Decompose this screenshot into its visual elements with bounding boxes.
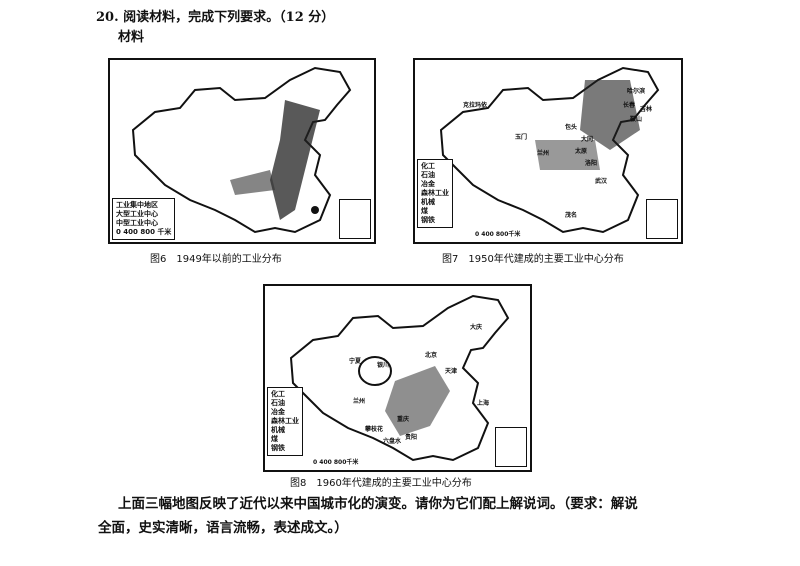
china-map-outline [132,67,351,233]
legend-item: 化工 [421,162,435,170]
legend-item: 冶金 [421,180,435,188]
south-china-sea-inset [339,199,371,239]
map-scale: 0 400 800千米 [475,231,521,238]
map-scale: 0 400 800千米 [313,459,359,466]
city-label: 克拉玛依 [463,102,488,109]
city-label: 宁夏 [349,358,362,365]
legend-item: 中型工业中心 [116,219,158,227]
city-label: 包头 [565,124,578,131]
city-label: 哈尔滨 [627,88,646,95]
city-label: 兰州 [353,398,366,405]
legend-item: 煤 [271,435,278,443]
city-label: 洛阳 [585,160,598,167]
legend-item: 机械 [271,426,285,434]
map-1949-industry: 工业集中地区 大型工业中心 中型工业中心 0 400 800 千米 [108,58,376,244]
map-legend: 工业集中地区 大型工业中心 中型工业中心 0 400 800 千米 [112,198,176,240]
city-label: 鞍山 [630,116,643,123]
city-label: 大庆 [470,324,483,331]
prompt-line: 上面三幅地图反映了近代以来中国城市化的演变。请你为它们配上解说词。（要求：解说 [118,496,638,512]
map-legend: 化工 石油 冶金 森林工业 机械 煤 钢铁 [417,159,453,228]
south-china-sea-inset [495,427,527,467]
city-label: 吉林 [640,106,653,113]
city-label: 天津 [445,368,458,375]
legend-item: 冶金 [271,408,285,416]
legend-item: 化工 [271,390,285,398]
map-caption: 图7 1950年代建成的主要工业中心分布 [442,254,624,265]
legend-item: 大型工业中心 [116,210,158,218]
city-label: 北京 [425,352,438,359]
city-label: 重庆 [397,416,410,423]
material-label: 材料 [118,30,145,45]
legend-item: 工业集中地区 [116,201,158,209]
city-label: 贵阳 [405,434,418,441]
prompt-line: 全面，史实清晰，语言流畅，表述成文。） [98,520,348,536]
map-legend: 化工 石油 冶金 森林工业 机械 煤 钢铁 [267,387,303,456]
legend-item: 机械 [421,198,435,206]
legend-item: 钢铁 [421,216,435,224]
city-label: 上海 [477,400,490,407]
question-title: 20. 阅读材料，完成下列要求。（12 分） [96,10,335,25]
legend-item: 森林工业 [421,189,449,197]
china-map-outline [440,67,659,233]
map-1950s-industry: 克拉玛依 玉门 兰州 包头 大同 太原 洛阳 武汉 茂名 鞍山 长春 吉林 哈尔… [413,58,683,244]
legend-item: 石油 [271,399,285,407]
city-label: 武汉 [595,178,608,185]
city-label: 太原 [575,148,588,155]
city-label: 长春 [623,102,636,109]
question-prompt: 上面三幅地图反映了近代以来中国城市化的演变。请你为它们配上解说词。（要求：解说 … [98,492,708,540]
map-caption: 图6 1949年以前的工业分布 [150,254,282,265]
south-china-sea-inset [646,199,678,239]
legend-item: 森林工业 [271,417,299,425]
china-map-outline [290,295,509,461]
city-label: 银川 [377,362,390,369]
map-scale: 0 400 800 千米 [116,228,172,236]
map-caption: 图8 1960年代建成的主要工业中心分布 [290,478,472,489]
city-label: 攀枝花 [365,426,384,433]
map-1960s-industry: 大庆 宁夏 银川 北京 天津 攀枝花 重庆 上海 兰州 贵阳 六盘水 化工 石油… [263,284,532,472]
city-label: 大同 [581,136,594,143]
city-label: 茂名 [565,212,578,219]
legend-item: 煤 [421,207,428,215]
legend-item: 钢铁 [271,444,285,452]
city-label: 六盘水 [383,438,402,445]
city-label: 兰州 [537,150,550,157]
legend-item: 石油 [421,171,435,179]
city-label: 玉门 [515,134,528,141]
